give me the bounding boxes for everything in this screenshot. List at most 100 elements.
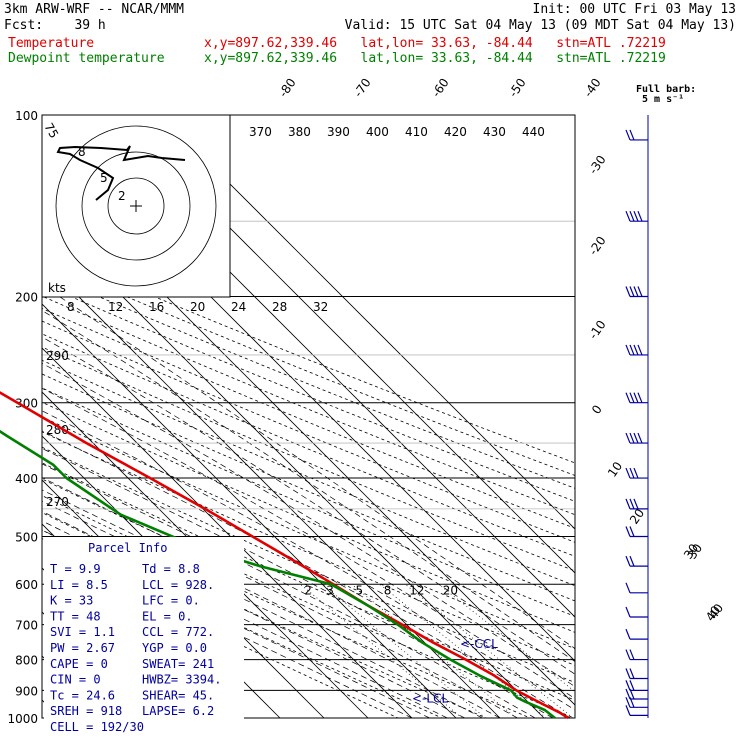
- mixing-ratio-label: 3: [326, 584, 334, 598]
- chart-grid: 2 3 5 8 12 201002003004005006007008009001000-…: [0, 76, 726, 726]
- isotherm-label: -20: [586, 234, 609, 258]
- wind-barb-flag: [633, 344, 639, 356]
- wind-barb: [625, 467, 648, 479]
- wind-barb-flag: [629, 467, 635, 479]
- ccl-annotation: <-CCL: [460, 637, 498, 651]
- wind-barb: [625, 668, 648, 680]
- wind-barb: [625, 582, 648, 594]
- wind-barb-flag: [625, 129, 631, 141]
- wind-barb: [625, 649, 648, 661]
- moist-adiabat-line: [42, 520, 448, 718]
- parcel-info-left: Tc = 24.6: [50, 688, 115, 702]
- isotherm-line: [42, 259, 501, 718]
- wind-barb-flag: [625, 705, 631, 716]
- isotherm-label: -80: [276, 76, 299, 100]
- wind-barb-flag: [625, 210, 631, 222]
- parcel-info-box: Parcel Info T = 9.9 Td = 8.8 LI = 8.5 LCL = …: [44, 537, 244, 734]
- parcel-info-left: TT = 48: [50, 609, 101, 623]
- moist-adiabat-line: [42, 362, 575, 688]
- isotherm-label: -70: [351, 76, 374, 100]
- hodograph-speed-label: 28: [272, 300, 287, 314]
- dry-adiabat-line: [42, 346, 575, 572]
- legend-temperature-info: x,y=897.62,339.46 lat,lon= 33.63, -84.44…: [204, 36, 666, 51]
- wind-barb-flag: [633, 286, 639, 297]
- parcel-info-left: LI = 8.5: [50, 578, 108, 592]
- wind-barb-flag: [629, 392, 635, 403]
- wind-barb-flag: [625, 668, 631, 679]
- temperature-trace: [0, 391, 569, 720]
- wind-barb-flag: [637, 392, 643, 403]
- wind-barb-flag: [629, 697, 635, 708]
- valid-time: Valid: 15 UTC Sat 04 May 13 (09 MDT Sat …: [344, 18, 736, 33]
- pressure-label: 900: [15, 684, 38, 698]
- pressure-label: 100: [15, 109, 38, 123]
- wind-barb: [625, 498, 648, 510]
- wind-barb: [625, 129, 648, 141]
- theta-label: 400: [366, 125, 389, 139]
- wind-barb-flag: [629, 688, 635, 700]
- isotherm-label: 10: [605, 459, 625, 480]
- hodograph-ring: [107, 177, 165, 235]
- pressure-label: 300: [15, 397, 38, 411]
- parcel-info-right: LAPSE= 6.2: [142, 704, 214, 718]
- hodograph-ring: [81, 151, 191, 261]
- wind-barb-flag: [629, 286, 635, 297]
- hodograph-speed-label: 16: [149, 300, 164, 314]
- full-barb-label: Full barb:: [636, 84, 697, 95]
- parcel-info-background: [44, 537, 244, 719]
- wind-barb-flag: [625, 680, 631, 691]
- wind-barb-flag: [633, 432, 639, 444]
- hodograph-trace: [56, 145, 186, 201]
- moist-adiabat-line: [42, 410, 575, 711]
- parcel-info-right: LCL = 928.: [142, 578, 214, 592]
- isotherm-line: [42, 215, 545, 718]
- dry-adiabat-line: [42, 271, 575, 489]
- parcel-info-right: SWEAT= 241: [142, 657, 214, 671]
- wind-barb: [625, 705, 648, 716]
- parcel-info-right: SHEAR= 45.: [142, 688, 214, 702]
- wind-barb-flag: [625, 498, 631, 510]
- isotherm-line: [0, 115, 16, 718]
- hodograph-ring: [55, 125, 217, 287]
- model-title: 3km ARW-WRF -- NCAR/MMM: [4, 2, 185, 17]
- wind-barb: [625, 688, 648, 700]
- init-time: Init: 00 UTC Fri 03 May 13: [532, 2, 737, 17]
- mixing-ratio-label: 5: [356, 584, 364, 598]
- full-barb-units: 5 m s⁻¹: [642, 94, 685, 105]
- parcel-info-left: PW = 2.67: [50, 641, 115, 655]
- isotherm-label: -10: [586, 318, 609, 342]
- moist-adiabat-line: [42, 529, 430, 718]
- wind-barb-flag: [625, 697, 631, 708]
- wind-barb: [625, 210, 648, 222]
- wind-barb-flag: [625, 526, 631, 537]
- parcel-info-right: HWBZ= 3394.: [142, 673, 221, 687]
- hodograph-label: 8: [78, 145, 86, 159]
- pressure-label: 400: [15, 472, 38, 486]
- dry-adiabat-line: [42, 308, 575, 529]
- wind-barb-flag: [633, 210, 639, 222]
- mixing-ratio-label: 20: [443, 584, 458, 598]
- wind-barb-flag: [637, 344, 643, 356]
- theta-label: 430: [483, 125, 506, 139]
- wind-barb-flag: [625, 467, 631, 479]
- theta-side-label: 270: [46, 495, 69, 509]
- pressure-label: 500: [15, 530, 38, 544]
- wind-barb-flag: [629, 432, 635, 444]
- wind-barb-flag: [637, 286, 643, 297]
- wind-barb-flag: [637, 210, 643, 222]
- wind-barb: [625, 344, 648, 356]
- dry-adiabat-line: [42, 478, 575, 718]
- forecast-hour: Fcst: 39 h: [4, 18, 106, 33]
- parcel-info-right: Td = 8.8: [142, 562, 200, 576]
- wind-barb-flag: [633, 498, 639, 510]
- theta-side-label: 280: [46, 423, 69, 437]
- wind-barb: [625, 555, 648, 567]
- wind-barb: [625, 606, 648, 618]
- isotherm-label: -40: [581, 76, 604, 100]
- wind-barb-flag: [629, 210, 635, 222]
- theta-label: 440: [522, 125, 545, 139]
- parcel-info-right: EL = 0.: [142, 609, 193, 623]
- wind-barb-flag: [629, 498, 635, 510]
